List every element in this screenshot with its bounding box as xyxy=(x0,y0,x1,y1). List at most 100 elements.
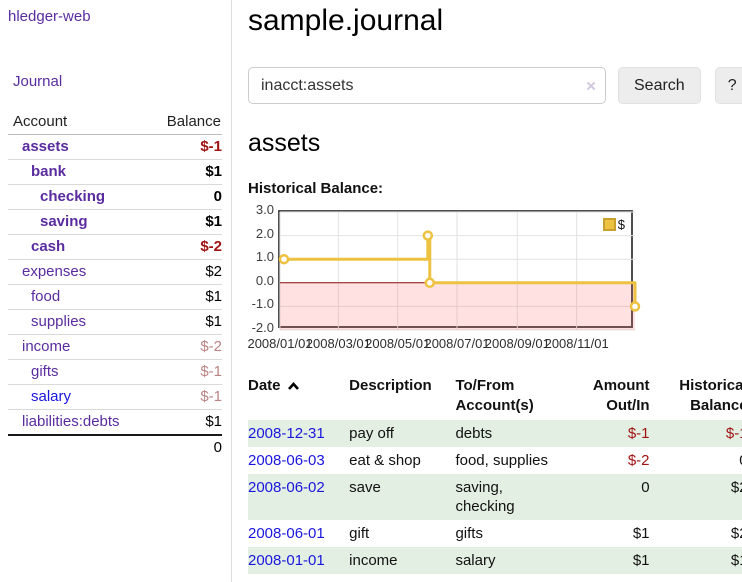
register-col-date[interactable]: Date xyxy=(248,374,349,420)
account-row: checking 0 xyxy=(8,184,222,210)
transaction-date-link[interactable]: 2008-06-02 xyxy=(248,479,325,496)
transaction-balance: $2 xyxy=(730,479,742,496)
x-axis-tick-label: 2008/05/01 xyxy=(365,336,431,351)
account-balance: $1 xyxy=(146,309,222,335)
transaction-description: save xyxy=(349,479,381,496)
account-balance: $1 xyxy=(146,284,222,310)
account-row: salary $-1 xyxy=(8,384,222,410)
accounts-col-account: Account xyxy=(8,110,147,135)
transaction-date-link[interactable]: 2008-06-01 xyxy=(248,525,325,542)
accounts-table: Account Balance assets $-1 bank $1 check… xyxy=(8,110,222,460)
chart-title: Historical Balance: xyxy=(248,180,384,197)
account-balance: $1 xyxy=(146,209,222,235)
register-col-amount: Amount Out/In xyxy=(592,377,650,414)
account-row: food $1 xyxy=(8,284,222,310)
transaction-balance: $2 xyxy=(730,525,742,542)
register-header-row: Date Description To/From Account(s) Amou… xyxy=(248,374,742,420)
account-row: income $-2 xyxy=(8,334,222,360)
legend-swatch-icon xyxy=(602,218,616,231)
y-axis-tick-label: 0.0 xyxy=(255,272,274,288)
account-link-assets[interactable]: assets xyxy=(22,138,69,155)
x-axis-tick-label: 2008/03/01 xyxy=(305,336,371,351)
y-axis-tick-label: 2.0 xyxy=(255,225,274,241)
y-axis-tick-label: -1.0 xyxy=(251,296,274,312)
x-axis-tick-label: 2008/11/01 xyxy=(544,336,609,351)
x-axis-tick-label: 2008/09/01 xyxy=(484,336,550,351)
account-link-bank[interactable]: bank xyxy=(31,163,67,180)
transaction-accounts: food, supplies xyxy=(455,452,549,469)
search-button[interactable]: Search xyxy=(618,67,701,104)
transaction-accounts: debts xyxy=(455,425,493,442)
y-axis-tick-label: 1.0 xyxy=(255,249,274,265)
transaction-description: pay off xyxy=(349,425,394,442)
account-link-liabilities-debts[interactable]: liabilities:debts xyxy=(22,413,120,430)
register-row: 2008-06-01 gift gifts $1 $2 xyxy=(248,520,742,547)
register-table: Date Description To/From Account(s) Amou… xyxy=(248,374,742,574)
y-axis-tick-label: -2.0 xyxy=(251,320,274,335)
y-axis-tick-label: 3.0 xyxy=(255,202,274,217)
x-axis-tick-label: 2008/07/01 xyxy=(424,336,490,351)
x-axis-tick-label: 2008/01/01 xyxy=(247,336,313,351)
transaction-amount: $-2 xyxy=(627,452,650,469)
sidebar-item-journal[interactable]: Journal xyxy=(13,73,63,90)
account-row: cash $-2 xyxy=(8,234,222,260)
account-link-supplies[interactable]: supplies xyxy=(31,313,87,330)
sort-ascending-icon xyxy=(287,377,300,397)
transaction-accounts: salary xyxy=(455,552,496,569)
account-balance: $-2 xyxy=(146,234,222,260)
account-link-saving[interactable]: saving xyxy=(40,213,88,230)
transaction-date-link[interactable]: 2008-12-31 xyxy=(248,425,325,442)
transaction-balance: $-1 xyxy=(725,425,742,442)
accounts-header-row: Account Balance xyxy=(8,110,222,135)
account-link-checking[interactable]: checking xyxy=(40,188,106,205)
account-heading: assets xyxy=(248,129,321,157)
transaction-description: gift xyxy=(349,525,370,542)
transaction-amount: $1 xyxy=(632,525,650,542)
brand-link[interactable]: hledger-web xyxy=(8,8,91,25)
register-row: 2008-12-31 pay off debts $-1 $-1 xyxy=(248,420,742,447)
account-balance: $-1 xyxy=(146,134,222,160)
account-link-food[interactable]: food xyxy=(31,288,61,305)
account-link-cash[interactable]: cash xyxy=(31,238,66,255)
search-input[interactable] xyxy=(248,67,606,104)
transaction-accounts: saving, checking xyxy=(455,479,515,515)
account-balance: $1 xyxy=(146,159,222,185)
account-row: assets $-1 xyxy=(8,134,222,160)
transaction-description: income xyxy=(349,552,398,569)
transaction-accounts: gifts xyxy=(455,525,483,542)
account-balance: $2 xyxy=(146,259,222,285)
account-row: expenses $2 xyxy=(8,259,222,285)
accounts-total-row: 0 xyxy=(8,434,222,460)
main-content: sample.journal × Search ? assets Histori… xyxy=(232,0,742,582)
account-balance: $-1 xyxy=(146,384,222,410)
accounts-col-balance: Balance xyxy=(146,110,222,135)
account-row: liabilities:debts $1 xyxy=(8,409,222,435)
account-row: bank $1 xyxy=(8,159,222,185)
page-title: sample.journal xyxy=(248,4,444,37)
accounts-total: 0 xyxy=(146,434,222,460)
balance-chart: $ 3.0 2.0 1.0 0.0 -1.0 -2.0 2008/01/01 2008/03/… xyxy=(247,203,742,354)
transaction-description: eat & shop xyxy=(349,452,421,469)
transaction-balance: $1 xyxy=(730,552,742,569)
register-col-balance: Historical Balance xyxy=(679,377,742,414)
transaction-amount: $-1 xyxy=(627,425,650,442)
help-button[interactable]: ? xyxy=(714,67,742,104)
register-row: 2008-01-01 income salary $1 $1 xyxy=(248,547,742,574)
search-form: × Search ? xyxy=(248,67,742,104)
transaction-date-link[interactable]: 2008-06-03 xyxy=(248,452,325,469)
sidebar: hledger-web Journal Account Balance asse… xyxy=(0,0,232,582)
legend-label: $ xyxy=(617,217,625,232)
register-col-tofrom: To/From Account(s) xyxy=(455,377,534,414)
account-link-salary[interactable]: salary xyxy=(31,388,72,405)
transaction-date-link[interactable]: 2008-01-01 xyxy=(248,552,325,569)
account-balance: $-2 xyxy=(146,334,222,360)
account-link-expenses[interactable]: expenses xyxy=(22,263,87,280)
transaction-balance: 0 xyxy=(652,447,742,474)
clear-search-icon[interactable]: × xyxy=(586,76,596,95)
chart-canvas xyxy=(278,211,641,331)
account-row: saving $1 xyxy=(8,209,222,235)
register-row: 2008-06-03 eat & shop food, supplies $-2… xyxy=(248,447,742,474)
account-link-gifts[interactable]: gifts xyxy=(31,363,59,380)
account-link-income[interactable]: income xyxy=(22,338,71,355)
